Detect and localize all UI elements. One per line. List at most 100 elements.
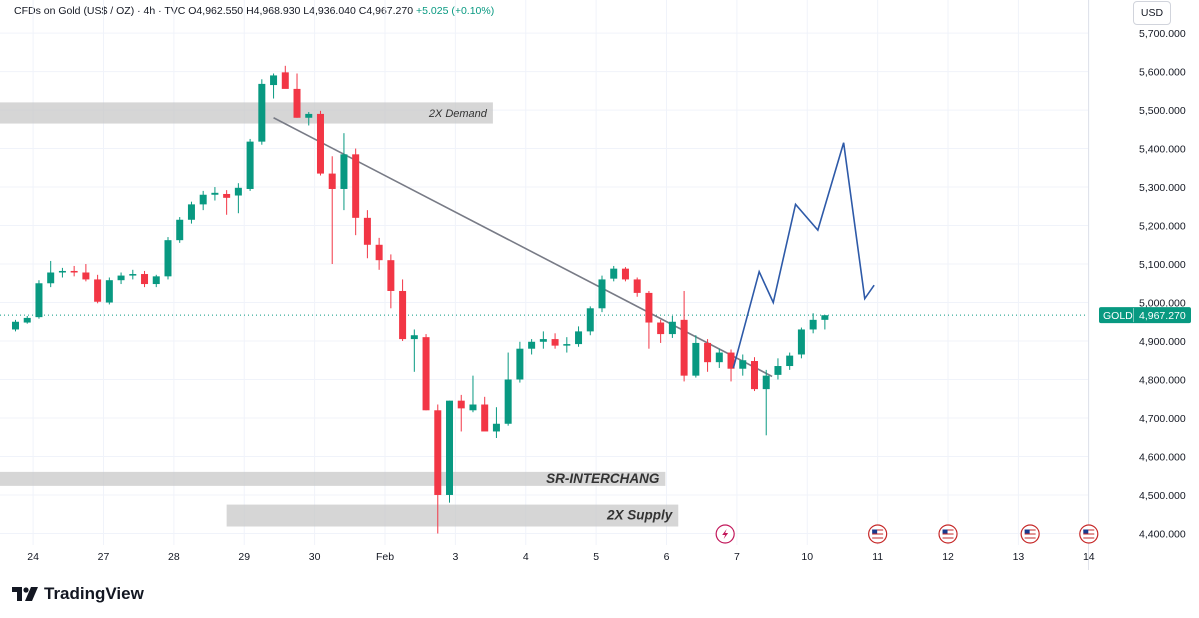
candle-body	[187, 204, 195, 220]
candle	[809, 313, 817, 334]
candle-body	[47, 272, 55, 284]
candle	[492, 407, 500, 438]
zone-box	[0, 471, 666, 486]
candle-body	[164, 240, 172, 277]
candle-body	[739, 360, 747, 369]
candle	[352, 148, 360, 236]
y-tick-label: 4,600.000	[1139, 451, 1186, 463]
event-icons	[715, 524, 1099, 544]
candle-body	[387, 260, 395, 291]
candle	[750, 357, 758, 392]
flag-canton	[872, 529, 878, 534]
candles	[12, 65, 829, 534]
tradingview-logo-icon	[12, 587, 38, 601]
instrument-title: CFDs on Gold (US$ / OZ) · 4h · TVC	[14, 5, 186, 17]
candle	[164, 237, 172, 280]
candle	[551, 333, 559, 349]
flash-event-icon	[715, 524, 735, 544]
candle-body	[692, 342, 700, 376]
candle	[211, 187, 219, 201]
candle	[328, 156, 336, 265]
x-tick-label: 14	[1083, 551, 1095, 563]
zone-label: 2X Demand	[428, 108, 488, 120]
candle-body	[399, 290, 407, 340]
candle	[234, 183, 242, 214]
y-tick-label: 5,700.000	[1139, 28, 1186, 40]
candle	[715, 348, 723, 368]
candle-body	[35, 283, 43, 318]
y-tick-label: 4,500.000	[1139, 490, 1186, 502]
y-tick-label: 5,100.000	[1139, 259, 1186, 271]
y-tick-label: 5,500.000	[1139, 105, 1186, 117]
x-tick-label: 29	[238, 551, 250, 563]
zone-box	[226, 504, 679, 527]
candle-body	[821, 315, 829, 320]
candle-body	[469, 404, 477, 411]
x-tick-label: 24	[27, 551, 39, 563]
brand-name: TradingView	[44, 584, 144, 603]
candle-body	[234, 187, 242, 196]
flag-stripe	[1083, 529, 1095, 531]
candle-body	[528, 341, 536, 349]
flag-stripe	[1024, 537, 1036, 539]
candle-body	[551, 339, 559, 346]
candle	[516, 341, 524, 383]
candle-body	[504, 379, 512, 424]
flag-stripe	[1083, 535, 1095, 537]
candle-body	[328, 173, 336, 189]
candle-body	[610, 268, 618, 279]
flag-stripe	[872, 529, 884, 531]
price-label-symbol: GOLD	[1103, 310, 1133, 322]
candle-body	[786, 355, 794, 367]
y-tick-label: 5,300.000	[1139, 182, 1186, 194]
candle	[575, 326, 583, 347]
candle-body	[70, 270, 78, 273]
candle-body	[94, 279, 102, 302]
y-tick-label: 4,800.000	[1139, 374, 1186, 386]
projection-path	[732, 142, 875, 369]
candle-body	[797, 329, 805, 355]
candle	[176, 217, 184, 243]
candle	[762, 369, 770, 436]
candle-body	[481, 404, 489, 432]
x-tick-label: 3	[452, 551, 458, 563]
x-tick-label: Feb	[376, 551, 394, 563]
candle-body	[704, 342, 712, 363]
candle	[797, 327, 805, 359]
tradingview-logo[interactable]: TradingView	[12, 584, 144, 604]
candle	[117, 272, 125, 285]
candle	[70, 265, 78, 277]
candle-body	[375, 244, 383, 261]
zone-label: 2X Supply	[606, 508, 674, 523]
flag-stripe	[872, 537, 884, 539]
ohlc-close: C4,967.270	[358, 5, 414, 17]
candle-body	[750, 361, 758, 390]
candle	[258, 79, 266, 145]
candle	[563, 337, 571, 353]
candle	[434, 404, 442, 534]
x-tick-label: 11	[872, 551, 883, 563]
candle-body	[598, 279, 606, 309]
trendline	[273, 117, 773, 378]
candle-body	[492, 423, 500, 432]
candle	[94, 274, 102, 304]
candle	[305, 111, 313, 126]
ohlc-open: O4,962.550	[188, 5, 244, 17]
candle-body	[680, 319, 688, 376]
us-flag-event-icon	[1079, 524, 1099, 544]
currency-button[interactable]: USD	[1133, 1, 1171, 25]
x-tick-label: 6	[664, 551, 670, 563]
candle	[387, 254, 395, 309]
x-tick-label: 27	[98, 551, 110, 563]
candle-body	[668, 321, 676, 335]
candle	[692, 335, 700, 378]
candle	[598, 275, 606, 313]
flag-stripe	[1024, 529, 1036, 531]
candle	[293, 73, 301, 118]
flag-stripe	[1083, 531, 1095, 533]
candle	[281, 65, 289, 89]
x-tick-label: 12	[942, 551, 954, 563]
candle	[786, 352, 794, 370]
candle	[47, 260, 55, 288]
